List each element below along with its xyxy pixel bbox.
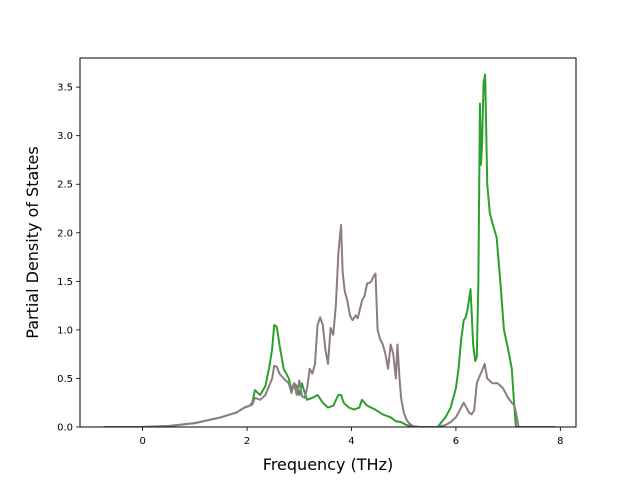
x-tick-label: 6 — [453, 436, 459, 447]
y-tick-label: 0.5 — [57, 374, 73, 385]
y-tick-label: 1.0 — [57, 325, 73, 336]
axes-frame — [79, 57, 577, 428]
series-line-1 — [103, 73, 556, 427]
y-tick-label: 2.5 — [57, 180, 73, 191]
y-axis-label: Partial Density of States — [23, 146, 42, 338]
x-axis-label: Frequency (THz) — [263, 455, 393, 474]
ticks-layer: 0 2 4 6 8 0.0 0.5 1.0 1.5 2.0 2.5 3.0 3.5 — [57, 83, 563, 447]
y-tick-label: 0.0 — [57, 423, 73, 434]
x-tick-label: 8 — [557, 436, 563, 447]
series-layer — [103, 73, 556, 427]
x-tick-label: 0 — [139, 436, 145, 447]
y-tick-label: 2.0 — [57, 228, 73, 239]
y-tick-label: 3.5 — [57, 83, 73, 94]
x-tick-label: 2 — [244, 436, 250, 447]
series-line-2 — [103, 224, 556, 427]
y-tick-label: 3.0 — [57, 131, 73, 142]
x-tick-label: 4 — [348, 436, 354, 447]
y-tick-label: 1.5 — [57, 277, 73, 288]
